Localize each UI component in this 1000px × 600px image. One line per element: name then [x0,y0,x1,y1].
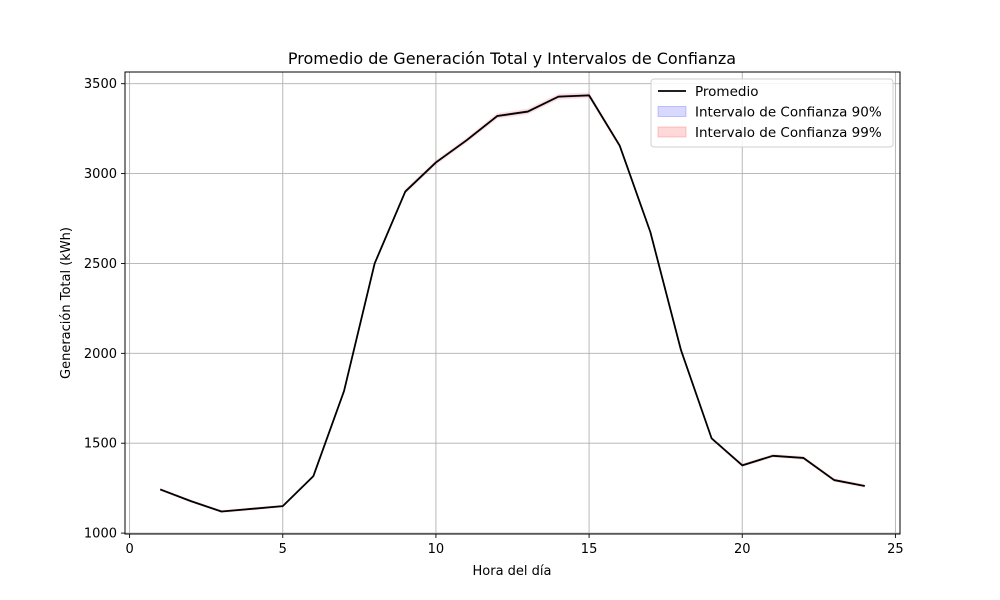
legend-label: Promedio [695,84,758,100]
series-lines [159,94,865,513]
y-axis-label: Generación Total (kWh) [59,227,74,379]
y-tick-label: 1000 [84,527,117,542]
grid [125,72,900,534]
legend-swatch-band [657,106,687,117]
x-tick-label: 10 [428,542,445,557]
legend: Promedio Intervalo de Confianza 90% Interv… [650,78,894,148]
series-line-promedio [159,94,865,513]
y-axis-ticks: 1000 1500 2000 2500 3000 3500 [84,77,125,542]
x-tick-label: 20 [734,542,751,557]
legend-swatch-band [657,126,687,138]
legend-label: Intervalo de Confianza 99% [695,125,882,141]
legend-label: Intervalo de Confianza 90% [695,105,882,121]
y-tick-label: 3000 [84,167,117,182]
chart-title: Promedio de Generación Total y Intervalo… [288,49,736,68]
y-tick-label: 1500 [84,437,117,452]
legend-box [650,78,894,148]
x-tick-label: 5 [279,542,287,557]
y-tick-label: 3500 [84,77,117,92]
y-tick-label: 2500 [84,257,117,272]
x-axis-ticks: 0 5 10 15 20 25 [125,534,904,557]
plot-frame [124,71,901,535]
confidence-bands [160,92,865,513]
x-tick-label: 0 [125,542,133,557]
confidence-band-90 [160,93,865,513]
x-tick-label: 15 [581,542,598,557]
confidence-band-99 [160,92,865,513]
y-tick-label: 2000 [84,347,117,362]
x-axis-label: Hora del día [473,564,552,579]
x-tick-label: 25 [887,542,904,557]
